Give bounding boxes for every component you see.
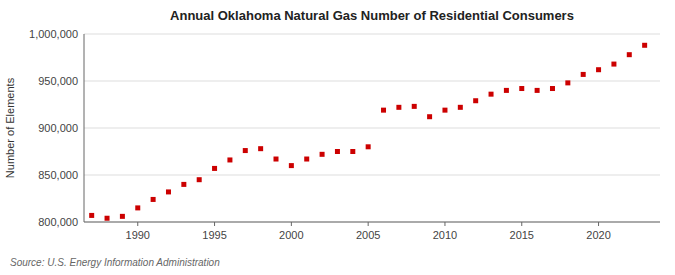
point [442, 108, 447, 113]
point [581, 72, 586, 77]
point [304, 157, 309, 162]
point [458, 105, 463, 110]
point [258, 146, 263, 151]
point [151, 197, 156, 202]
point [274, 157, 279, 162]
point [412, 104, 417, 109]
x-tick [214, 222, 215, 226]
x-tick [444, 222, 445, 226]
point [519, 86, 524, 91]
point [243, 148, 248, 153]
point [350, 149, 355, 154]
point [105, 216, 110, 221]
y-axis-label: Number of Elements [4, 77, 16, 178]
x-tick [291, 222, 292, 226]
y-tick-label: 850,000 [38, 169, 78, 181]
x-tick [368, 222, 369, 226]
y-tick-label: 950,000 [38, 75, 78, 87]
point [366, 144, 371, 149]
point [427, 114, 432, 119]
x-tick-label: 2000 [279, 229, 303, 241]
point [627, 52, 632, 57]
x-tick [521, 222, 522, 226]
x-tick-label: 1990 [126, 229, 150, 241]
x-tick [598, 222, 599, 226]
x-tick-label: 1995 [202, 229, 226, 241]
x-tick-label: 2020 [586, 229, 610, 241]
point [181, 182, 186, 187]
point [489, 92, 494, 97]
point [289, 163, 294, 168]
point [197, 177, 202, 182]
points [89, 43, 647, 221]
x-tick-label: 2010 [433, 229, 457, 241]
title: Annual Oklahoma Natural Gas Number of Re… [170, 8, 574, 23]
grid-line [84, 222, 660, 223]
point [473, 98, 478, 103]
point [120, 214, 125, 219]
y-axis-line [84, 34, 85, 222]
point [335, 149, 340, 154]
grid-line [84, 34, 660, 35]
x-tick-label: 2015 [510, 229, 534, 241]
point [135, 205, 140, 210]
grid-line [84, 128, 660, 129]
x-tick [137, 222, 138, 226]
source-note: Source: U.S. Energy Information Administ… [10, 257, 220, 268]
point [381, 108, 386, 113]
grid-line [84, 175, 660, 176]
point [550, 86, 555, 91]
point [396, 105, 401, 110]
point [535, 88, 540, 93]
point [565, 80, 570, 85]
point [212, 166, 217, 171]
chart: 800,000 850,000 900,000 950,000 1,000,000 199… [0, 0, 675, 275]
y-tick-label: 800,000 [38, 216, 78, 228]
point [227, 157, 232, 162]
point [642, 43, 647, 48]
point [611, 62, 616, 67]
point [89, 213, 94, 218]
point [596, 67, 601, 72]
y-tick-label: 1,000,000 [29, 28, 78, 40]
x-axis-line [84, 222, 660, 223]
point [166, 189, 171, 194]
grid-line [84, 81, 660, 82]
x-tick-label: 2005 [356, 229, 380, 241]
y-tick-label: 900,000 [38, 122, 78, 134]
point [320, 152, 325, 157]
point [504, 88, 509, 93]
